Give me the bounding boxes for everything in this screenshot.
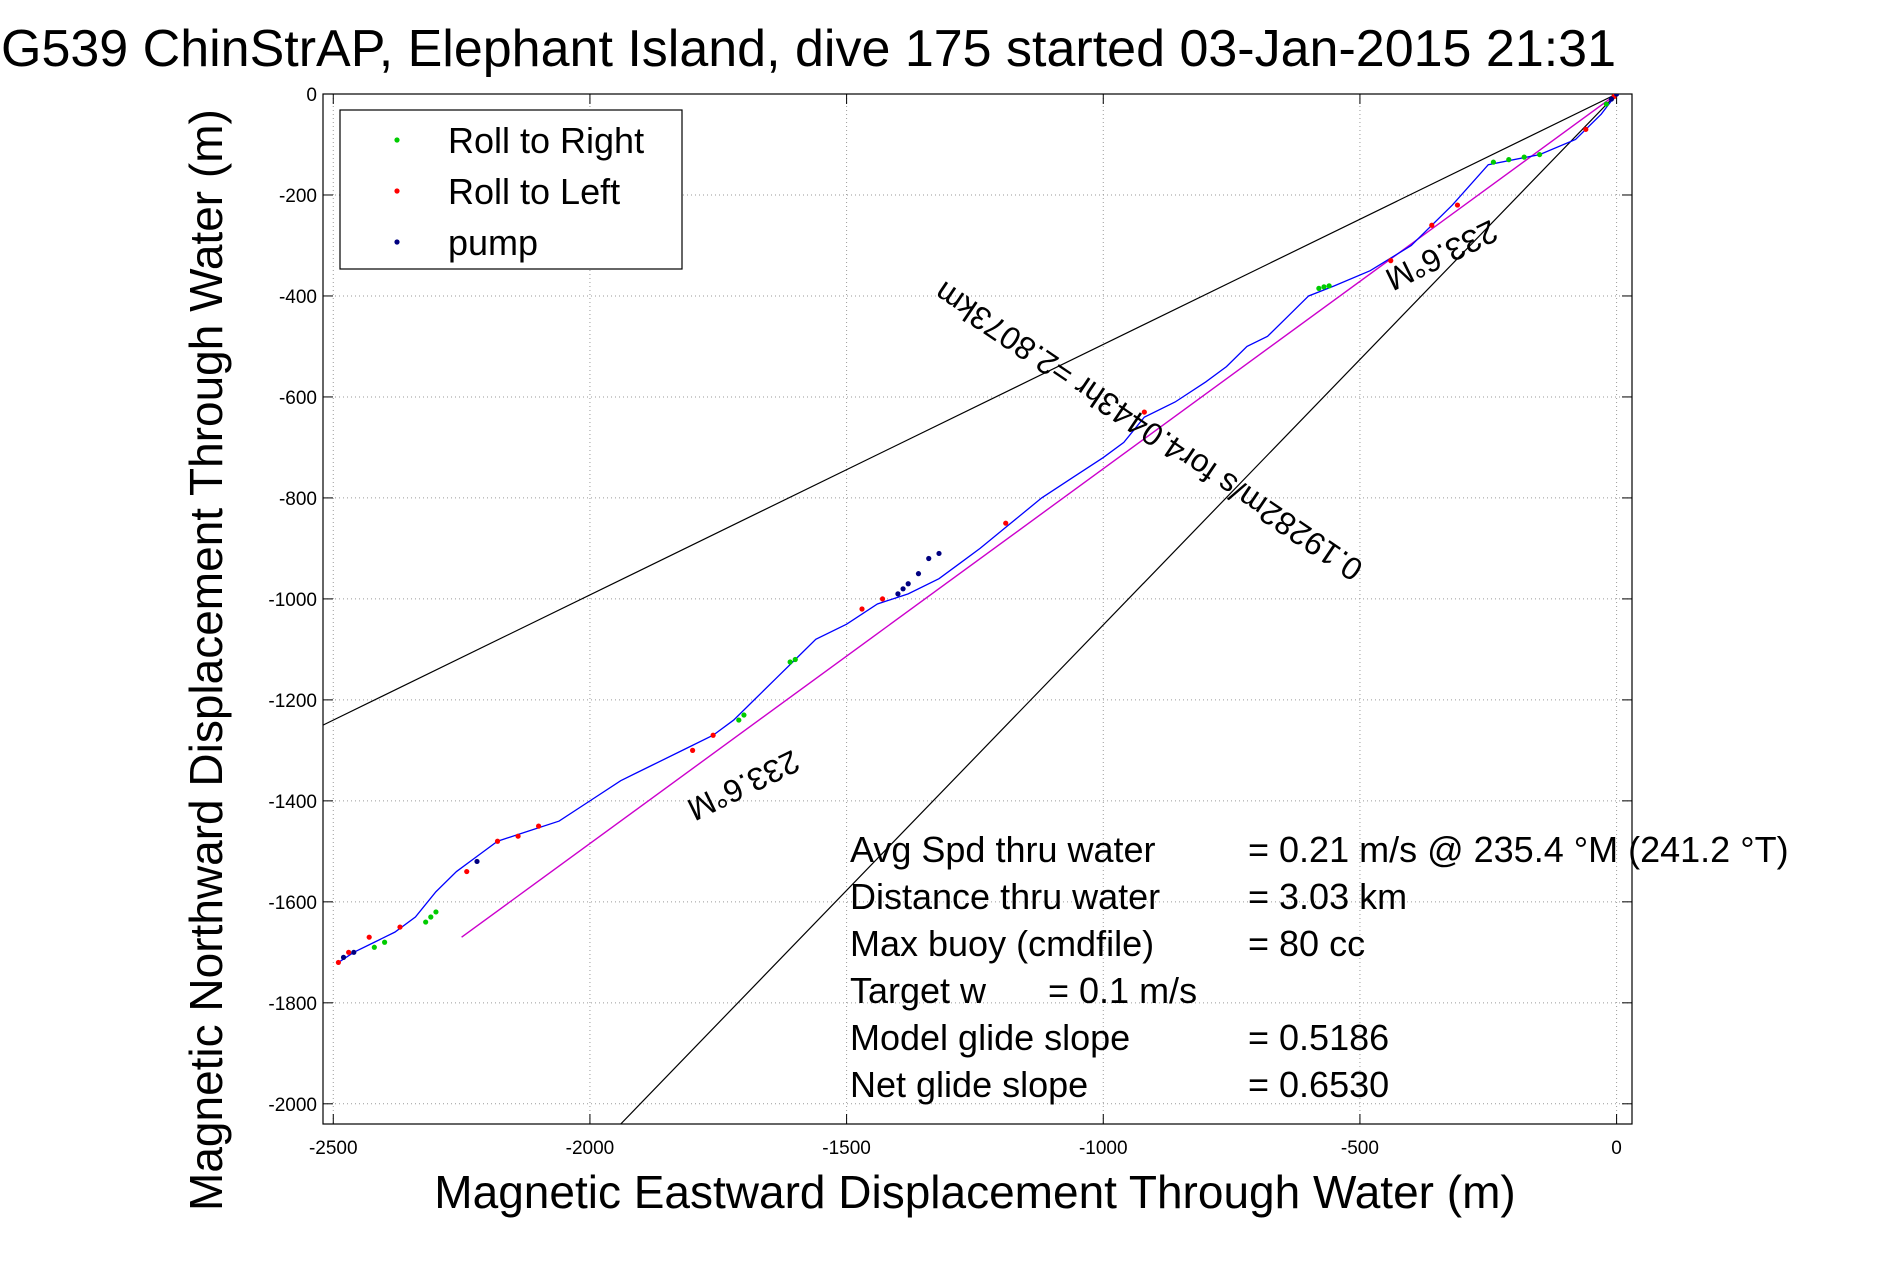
- legend-marker: [394, 137, 400, 143]
- pump-marker: [1608, 96, 1615, 102]
- roll-right-marker: [1537, 151, 1543, 158]
- y-tick-label: -1000: [268, 590, 317, 611]
- roll-right-marker: [1326, 283, 1332, 289]
- legend-label: Roll to Left: [448, 171, 620, 212]
- y-tick-label: 0: [306, 85, 317, 106]
- roll-right-marker: [382, 939, 388, 945]
- roll-left-marker: [1388, 258, 1394, 264]
- x-tick-label: -2500: [309, 1138, 358, 1159]
- roll-left-marker: [1003, 520, 1009, 526]
- stats-block: Avg Spd thru water = 0.21 m/s @ 235.4 °M …: [850, 829, 1789, 1105]
- roll-right-marker: [1521, 154, 1527, 160]
- stat-value: = 0.6530: [1248, 1064, 1389, 1105]
- y-tick-label: -600: [279, 388, 317, 409]
- y-tick-label: -800: [279, 489, 317, 510]
- stat-value: = 80 cc: [1248, 923, 1365, 964]
- pump-marker: [895, 591, 901, 597]
- roll-left-marker: [1454, 202, 1461, 208]
- pump-marker: [915, 571, 922, 577]
- legend-label: Roll to Right: [448, 120, 644, 161]
- y-axis-label: Magnetic Northward Displacement Through …: [180, 109, 232, 1211]
- stat-value: = 0.5186: [1248, 1017, 1389, 1058]
- y-tick-label: -1400: [268, 792, 317, 813]
- roll-left-marker: [1429, 222, 1435, 228]
- roll-right-marker: [1321, 284, 1327, 290]
- pump-marker: [474, 858, 480, 865]
- plot-annotations: 233.6°M0.19282m/s for4.0443hr =2.8073km2…: [682, 213, 1503, 828]
- roll-right-marker: [736, 717, 742, 723]
- pump-marker: [340, 954, 347, 960]
- y-tick-label: -400: [279, 287, 317, 308]
- legend-marker: [394, 239, 400, 245]
- y-tick-label: -1200: [268, 691, 317, 712]
- roll-left-marker: [346, 949, 352, 955]
- stat-value: = 3.03 km: [1248, 876, 1407, 917]
- stat-label: Net glide slope: [850, 1064, 1088, 1105]
- roll-left-marker: [335, 959, 341, 966]
- plot-frame: [322, 93, 1633, 1125]
- roll-right-marker: [371, 944, 377, 950]
- pump-marker: [1614, 94, 1620, 97]
- stat-value: = 0.21 m/s @ 235.4 °M (241.2 °T): [1248, 829, 1789, 870]
- y-tick-label: -1600: [268, 893, 317, 914]
- bound-line: [620, 94, 1618, 1124]
- roll-right-marker: [741, 712, 747, 718]
- pump-marker: [900, 586, 906, 592]
- heading-line: [461, 94, 1618, 938]
- y-tick-label: -2000: [268, 1095, 317, 1116]
- roll-right-marker: [423, 919, 429, 925]
- legend-marker: [394, 188, 400, 194]
- stat-label: Model glide slope: [850, 1017, 1130, 1058]
- heading-annotation: 0.19282m/s for4.0443hr =2.8073km: [928, 274, 1369, 588]
- pump-marker: [351, 949, 357, 955]
- stat-label: Avg Spd thru water: [850, 829, 1156, 870]
- x-axis-label: Magnetic Eastward Displacement Through W…: [434, 1166, 1515, 1218]
- x-tick-label: -1500: [822, 1138, 871, 1159]
- roll-left-marker: [1583, 126, 1589, 132]
- stat-label: Max buoy (cmdfile): [850, 923, 1154, 964]
- bound-line: [323, 94, 1617, 726]
- axis-ticks: -2500 -2000 -1500 -1000 -500 0 0 -200 -400 -600 -8…: [268, 85, 1633, 1159]
- roll-left-marker: [859, 606, 865, 612]
- roll-right-marker: [1316, 285, 1322, 291]
- roll-left-marker: [536, 823, 542, 829]
- legend: Roll to Right Roll to Left pump: [339, 109, 683, 270]
- pump-marker: [936, 550, 942, 557]
- roll-right-marker: [1490, 159, 1496, 165]
- roll-right-marker: [428, 914, 434, 920]
- roll-left-marker: [710, 732, 716, 738]
- y-tick-label: -1800: [268, 994, 317, 1015]
- chart-title: G539 ChinStrAP, Elephant Island, dive 17…: [1, 20, 1616, 78]
- roll-right-marker: [1506, 157, 1512, 163]
- heading-annotation: 233.6°M: [682, 743, 805, 828]
- roll-left-marker: [690, 747, 696, 753]
- roll-right-marker: [1603, 101, 1609, 107]
- legend-label: pump: [448, 222, 538, 263]
- roll-right-marker: [433, 909, 439, 915]
- x-tick-label: -2000: [566, 1138, 615, 1159]
- roll-left-marker: [464, 868, 470, 875]
- y-tick-label: -200: [279, 186, 317, 207]
- heading-annotation: 233.6°M: [1380, 213, 1503, 298]
- x-tick-label: -500: [1341, 1138, 1379, 1159]
- x-tick-label: 0: [1611, 1138, 1622, 1159]
- stat-label: Target w: [850, 970, 987, 1011]
- roll-right-marker: [787, 659, 793, 665]
- roll-left-marker: [879, 596, 886, 602]
- x-tick-label: -1000: [1079, 1138, 1128, 1159]
- roll-left-marker: [366, 934, 372, 940]
- roll-left-marker: [1141, 409, 1147, 415]
- stat-value: = 0.1 m/s: [1048, 970, 1197, 1011]
- stat-label: Distance thru water: [850, 876, 1160, 917]
- plot-markers: [335, 94, 1620, 966]
- roll-right-marker: [792, 656, 798, 663]
- roll-left-marker: [494, 838, 501, 844]
- roll-left-marker: [515, 833, 521, 839]
- roll-left-marker: [397, 924, 403, 930]
- pump-marker: [926, 555, 932, 562]
- pump-marker: [905, 581, 911, 587]
